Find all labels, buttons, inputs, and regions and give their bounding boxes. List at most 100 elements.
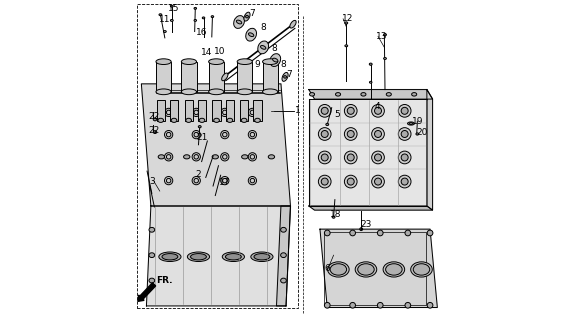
Circle shape <box>372 175 384 188</box>
Circle shape <box>192 108 200 116</box>
Ellipse shape <box>241 155 248 159</box>
Ellipse shape <box>183 155 190 159</box>
Bar <box>237 62 253 92</box>
Circle shape <box>221 153 229 161</box>
Bar <box>156 62 171 92</box>
Ellipse shape <box>156 89 171 95</box>
Circle shape <box>321 178 328 185</box>
Ellipse shape <box>261 45 266 49</box>
Circle shape <box>165 153 173 161</box>
Ellipse shape <box>149 253 155 258</box>
Ellipse shape <box>369 81 372 83</box>
Circle shape <box>374 154 381 161</box>
Bar <box>170 100 178 121</box>
Circle shape <box>165 108 173 116</box>
Ellipse shape <box>413 264 430 275</box>
Ellipse shape <box>361 92 366 96</box>
Ellipse shape <box>251 252 273 261</box>
Bar <box>213 100 221 121</box>
Ellipse shape <box>345 22 347 24</box>
Circle shape <box>248 177 257 185</box>
Circle shape <box>192 153 200 161</box>
Circle shape <box>398 175 411 188</box>
Circle shape <box>427 230 433 236</box>
Ellipse shape <box>386 264 402 275</box>
Ellipse shape <box>416 133 419 135</box>
Circle shape <box>377 302 383 308</box>
Circle shape <box>350 302 356 308</box>
Text: 9: 9 <box>254 60 260 69</box>
Polygon shape <box>277 206 291 306</box>
Text: 2: 2 <box>195 170 201 179</box>
Text: 11: 11 <box>159 15 171 24</box>
Text: 19: 19 <box>413 117 424 126</box>
Ellipse shape <box>186 118 192 123</box>
Ellipse shape <box>411 262 432 277</box>
Ellipse shape <box>281 278 287 283</box>
Circle shape <box>374 131 381 138</box>
Text: 17: 17 <box>219 178 231 187</box>
Circle shape <box>350 230 356 236</box>
Bar <box>324 232 426 305</box>
Ellipse shape <box>272 58 278 62</box>
Ellipse shape <box>209 89 224 95</box>
Bar <box>198 100 206 121</box>
Ellipse shape <box>209 59 224 65</box>
Ellipse shape <box>194 20 196 21</box>
Polygon shape <box>141 84 291 206</box>
Circle shape <box>377 230 383 236</box>
Text: 10: 10 <box>214 47 226 56</box>
Circle shape <box>321 107 328 114</box>
Circle shape <box>248 153 257 161</box>
Ellipse shape <box>357 264 374 275</box>
Text: 5: 5 <box>334 110 340 119</box>
Ellipse shape <box>162 253 178 260</box>
Ellipse shape <box>194 7 196 9</box>
Text: 8: 8 <box>280 60 286 69</box>
Ellipse shape <box>309 92 315 96</box>
Ellipse shape <box>149 228 155 232</box>
Ellipse shape <box>345 45 347 47</box>
Text: 6: 6 <box>325 264 331 273</box>
Ellipse shape <box>222 252 244 261</box>
Text: 3: 3 <box>149 177 155 186</box>
Text: 20: 20 <box>416 128 427 137</box>
Ellipse shape <box>254 253 270 260</box>
Circle shape <box>325 302 330 308</box>
Circle shape <box>347 178 354 185</box>
Ellipse shape <box>227 118 233 123</box>
Ellipse shape <box>181 89 196 95</box>
Ellipse shape <box>281 253 287 258</box>
Circle shape <box>398 128 411 140</box>
Ellipse shape <box>326 124 329 125</box>
Circle shape <box>345 175 357 188</box>
Circle shape <box>427 302 433 308</box>
Ellipse shape <box>246 15 248 18</box>
Circle shape <box>398 105 411 117</box>
Text: 21: 21 <box>196 133 208 142</box>
Ellipse shape <box>226 253 241 260</box>
Text: 22: 22 <box>149 112 160 121</box>
Ellipse shape <box>212 155 219 159</box>
Circle shape <box>321 154 328 161</box>
Bar <box>137 4 298 308</box>
FancyArrow shape <box>138 283 156 301</box>
Ellipse shape <box>290 20 296 28</box>
Circle shape <box>347 154 354 161</box>
Ellipse shape <box>154 118 156 121</box>
Circle shape <box>345 151 357 164</box>
Ellipse shape <box>282 72 288 81</box>
Text: 7: 7 <box>249 9 255 18</box>
Ellipse shape <box>254 118 260 123</box>
Text: FR.: FR. <box>156 276 172 285</box>
Circle shape <box>401 107 408 114</box>
Circle shape <box>165 177 173 185</box>
Text: 23: 23 <box>360 220 372 228</box>
Ellipse shape <box>211 16 214 18</box>
Ellipse shape <box>171 118 177 123</box>
Ellipse shape <box>158 155 165 159</box>
Circle shape <box>345 105 357 117</box>
Ellipse shape <box>244 12 250 21</box>
Circle shape <box>165 131 173 139</box>
Ellipse shape <box>360 228 363 231</box>
